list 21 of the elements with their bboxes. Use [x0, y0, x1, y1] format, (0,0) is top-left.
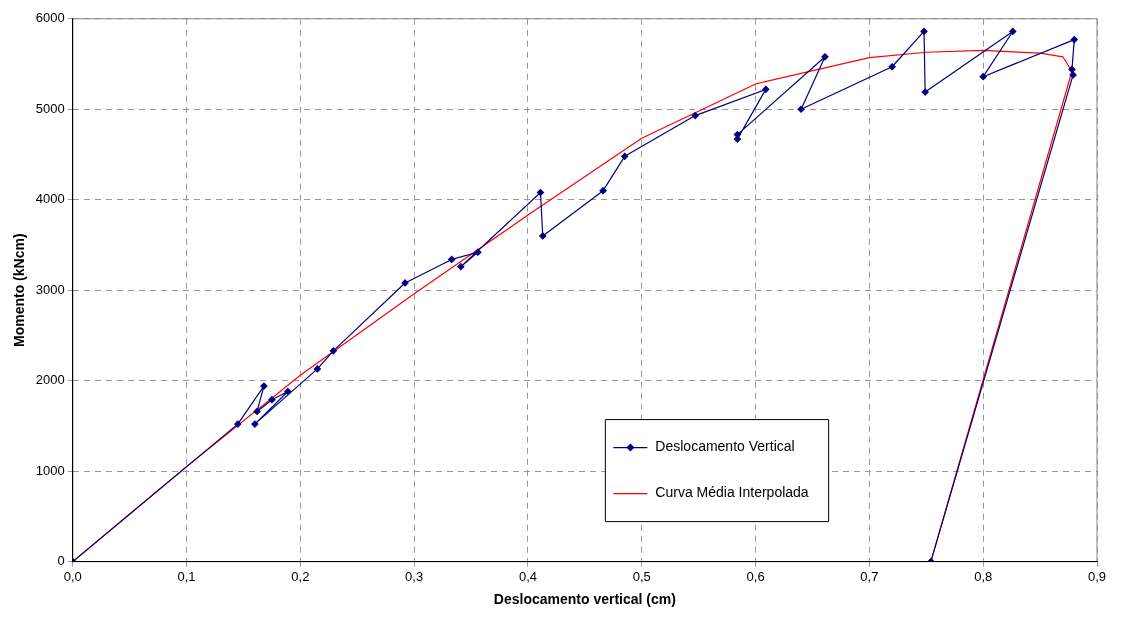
x-tick-label: 0,9: [1087, 568, 1107, 584]
x-tick-label: 0,2: [291, 568, 310, 584]
x-axis-title: Deslocamento vertical (cm): [493, 591, 676, 608]
y-tick-label: 0: [57, 553, 65, 569]
y-axis-title: Momento (kNcm): [11, 233, 28, 347]
y-tick-label: 6000: [35, 10, 65, 26]
y-tick-label: 1000: [35, 462, 65, 478]
x-tick-label: 0,7: [860, 568, 879, 584]
x-tick-label: 0,8: [974, 568, 993, 584]
x-tick-label: 0,4: [518, 568, 537, 584]
legend-label: Deslocamento Vertical: [655, 438, 795, 455]
y-tick-label: 3000: [35, 281, 65, 297]
x-tick-label: 0,6: [746, 568, 765, 584]
x-tick-label: 0,5: [632, 568, 651, 584]
x-tick-label: 0,1: [177, 568, 196, 584]
legend-label: Curva Média Interpolada: [655, 484, 809, 501]
y-tick-label: 5000: [35, 100, 65, 116]
x-tick-label: 0,3: [405, 568, 424, 584]
x-tick-label: 0,0: [63, 568, 82, 584]
y-tick-label: 4000: [35, 191, 65, 207]
y-tick-label: 2000: [35, 372, 65, 388]
